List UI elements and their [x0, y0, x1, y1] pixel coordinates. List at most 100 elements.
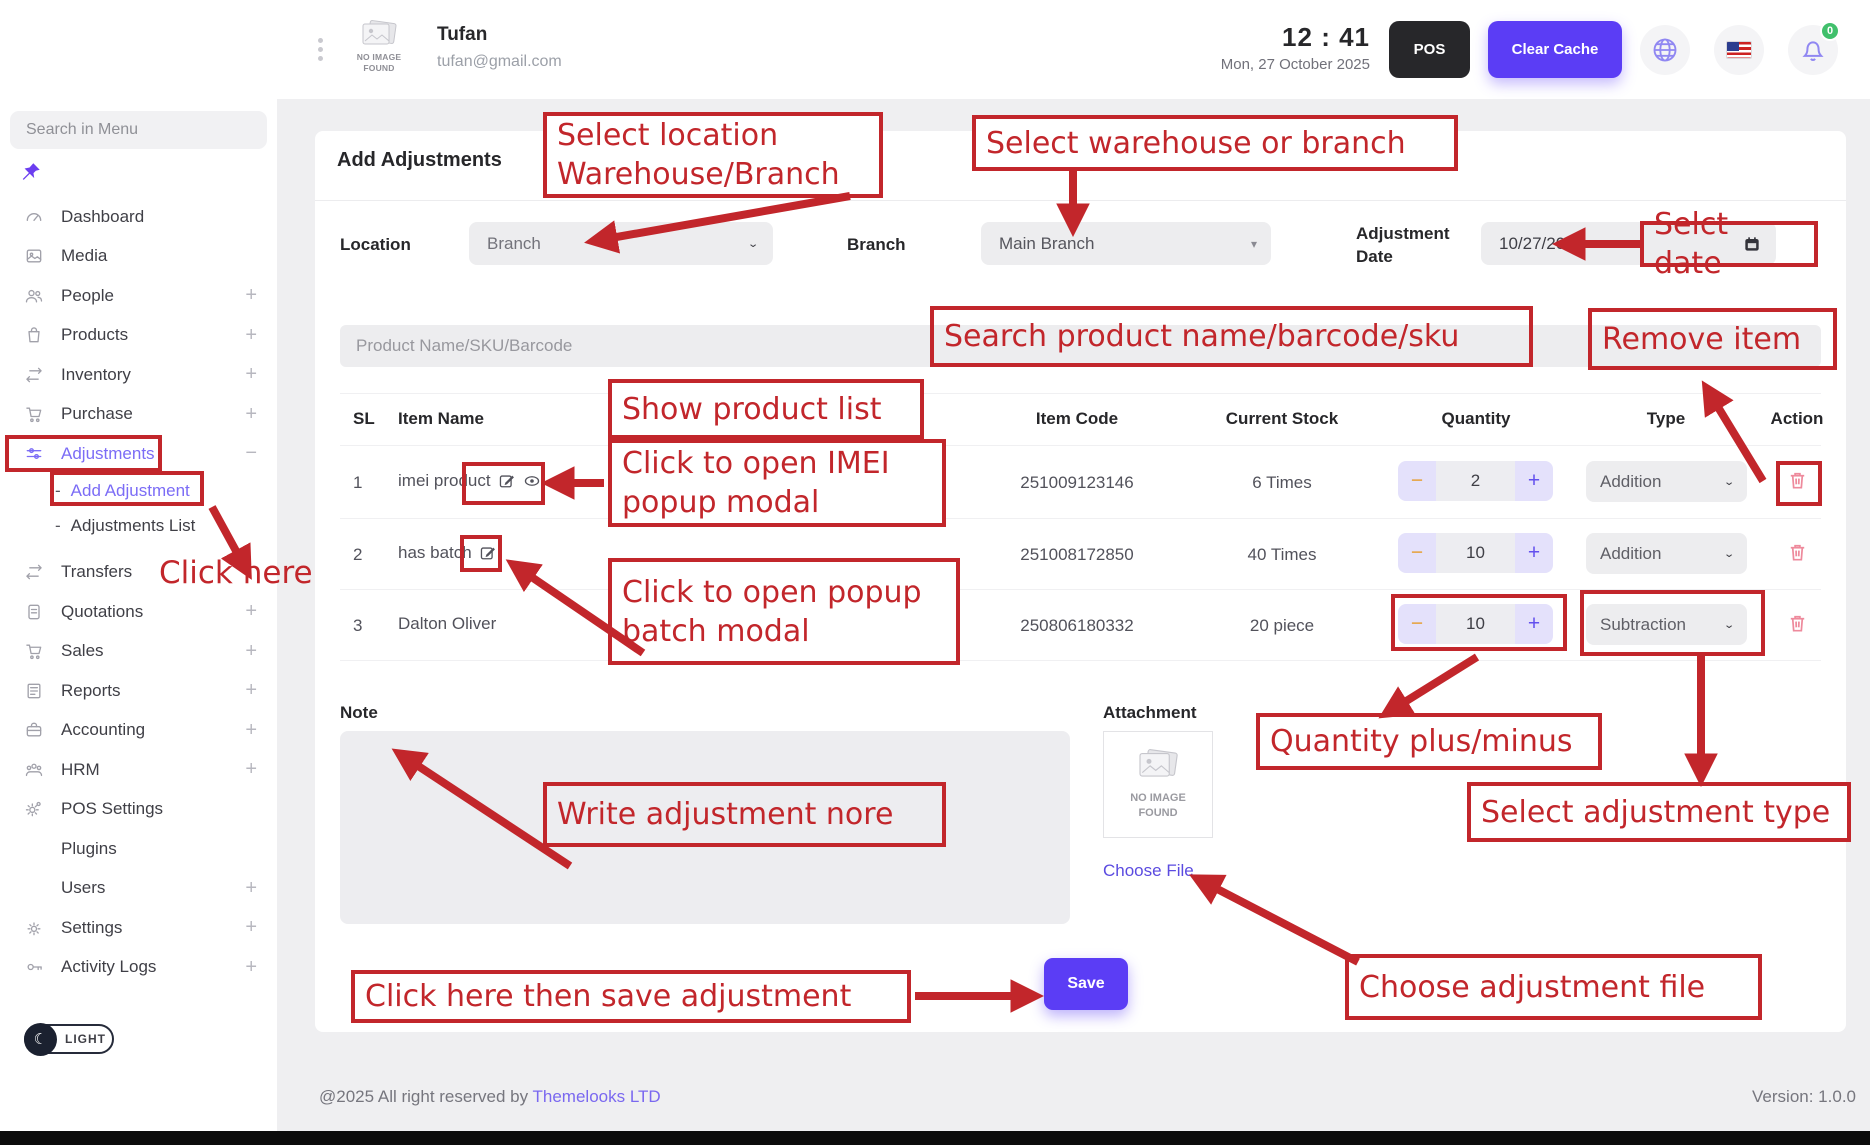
- quantity-value[interactable]: 2: [1436, 461, 1515, 501]
- sidebar-item-adjustments-list[interactable]: - Adjustments List: [55, 516, 196, 535]
- adjustment-date-label: Adjustment Date: [1356, 224, 1450, 266]
- current-stock: 6 Times: [1252, 473, 1312, 492]
- sidebar-item-media[interactable]: Media: [0, 237, 277, 277]
- edit-icon[interactable]: [479, 544, 497, 562]
- annotation-select-warehouse: Select warehouse or branch: [972, 115, 1458, 171]
- language-globe-button[interactable]: [1640, 25, 1690, 75]
- divider: [340, 393, 1821, 394]
- annotation-write-note: Write adjustment nore: [543, 782, 946, 847]
- avatar-placeholder-text: NO IMAGE: [356, 52, 402, 62]
- divider: [340, 445, 1821, 446]
- sidebar-item-accounting[interactable]: Accounting +: [0, 711, 277, 751]
- delete-row-button[interactable]: [1774, 612, 1820, 635]
- plus-button[interactable]: +: [1515, 461, 1553, 501]
- sidebar-item-activity-logs[interactable]: Activity Logs +: [0, 948, 277, 988]
- clear-cache-button[interactable]: Clear Cache: [1488, 21, 1622, 78]
- sidebar-item-add-adjustment[interactable]: - Add Adjustment: [55, 481, 190, 500]
- choose-file-link[interactable]: Choose File: [1103, 861, 1194, 880]
- annotation-quantity-plusminus: Quantity plus/minus: [1256, 713, 1602, 770]
- minus-button[interactable]: −: [1398, 533, 1436, 573]
- sidebar-item-transfers[interactable]: Transfers: [0, 553, 277, 593]
- clock-date: Mon, 27 October 2025: [1220, 56, 1370, 73]
- annotation-imei-modal: Click to open IMEI popup modal: [608, 439, 946, 527]
- save-button[interactable]: Save: [1044, 958, 1128, 1010]
- sidebar-item-purchase[interactable]: Purchase +: [0, 395, 277, 435]
- add-adjustments-card: Add Adjustments Location Branch ⌄ Branch…: [315, 131, 1846, 1032]
- report-icon: [22, 679, 46, 703]
- quantity-stepper: − 2 +: [1398, 461, 1553, 501]
- quantity-stepper: − 10 +: [1398, 604, 1553, 644]
- current-stock: 20 piece: [1249, 616, 1315, 635]
- divider: [340, 589, 1821, 590]
- eye-icon[interactable]: [523, 472, 541, 490]
- plus-button[interactable]: +: [1515, 604, 1553, 644]
- annotation-box-row1-icons: [462, 462, 545, 505]
- type-select[interactable]: Addition ⌄: [1586, 461, 1747, 502]
- pos-button[interactable]: POS: [1389, 21, 1470, 78]
- sidebar-item-reports[interactable]: Reports +: [0, 671, 277, 711]
- minus-button[interactable]: −: [1398, 461, 1436, 501]
- sidebar-item-quotations[interactable]: Quotations +: [0, 592, 277, 632]
- annotation-box-row3-qty: [1391, 594, 1567, 651]
- branch-select[interactable]: Main Branch ▾: [981, 222, 1271, 265]
- sidebar-item-people[interactable]: People +: [0, 276, 277, 316]
- sidebar-item-pos-settings[interactable]: POS Settings: [0, 790, 277, 830]
- document-icon: [22, 600, 46, 624]
- pin-icon[interactable]: [20, 161, 42, 188]
- edit-icon[interactable]: [498, 472, 516, 490]
- annotation-click-save: Click here then save adjustment: [351, 970, 911, 1023]
- annotation-click-here: Click here: [159, 555, 313, 591]
- sidebar-item-adjustments[interactable]: Adjustments −: [0, 434, 277, 474]
- delete-row-button[interactable]: [1774, 541, 1820, 564]
- annotation-select-adjustment-type: Select adjustment type: [1467, 782, 1851, 842]
- clock-time: 12 : 41: [1282, 22, 1370, 52]
- type-select[interactable]: Subtraction ⌄: [1586, 604, 1747, 645]
- sidebar-item-users[interactable]: Users +: [0, 869, 277, 909]
- annotation-box-adjustments: [5, 435, 162, 472]
- col-item-name: Item Name: [398, 409, 484, 428]
- item-code: 251008172850: [1020, 545, 1134, 564]
- trash-icon: [1790, 472, 1804, 489]
- note-label: Note: [340, 703, 378, 722]
- col-sl: SL: [353, 409, 375, 428]
- annotation-box-row2-icon: [460, 535, 502, 572]
- sidebar-item-dashboard[interactable]: Dashboard: [0, 197, 277, 237]
- row-sl: 3: [353, 616, 363, 635]
- col-current-stock: Current Stock: [1225, 409, 1339, 428]
- current-stock: 40 Times: [1247, 545, 1317, 564]
- type-select[interactable]: Addition ⌄: [1586, 533, 1747, 574]
- locale-flag-button[interactable]: [1714, 25, 1764, 75]
- delete-row-button[interactable]: [1774, 469, 1820, 492]
- sidebar-item-inventory[interactable]: Inventory +: [0, 355, 277, 395]
- sidebar-item-products[interactable]: Products +: [0, 316, 277, 356]
- user-email: tufan@gmail.com: [437, 53, 562, 70]
- location-select[interactable]: Branch ⌄: [469, 222, 773, 265]
- minus-button[interactable]: −: [1398, 604, 1436, 644]
- sidebar-item-sales[interactable]: Sales +: [0, 632, 277, 672]
- sidebar-item-plugins[interactable]: Plugins: [0, 829, 277, 869]
- row-name-cell: Dalton Oliver: [398, 614, 496, 634]
- table-row: 1 imei product 251009123146 6 Times − 2 …: [340, 445, 1821, 518]
- sidebar-item-settings[interactable]: Settings +: [0, 908, 277, 948]
- divider: [340, 660, 1821, 661]
- product-search-input[interactable]: [340, 325, 1821, 367]
- row-name-cell: has batch: [398, 543, 497, 563]
- col-quantity: Quantity: [1441, 409, 1511, 428]
- quantity-stepper: − 10 +: [1398, 533, 1553, 573]
- quantity-value[interactable]: 10: [1436, 533, 1515, 573]
- user-name: Tufan: [437, 24, 488, 45]
- quantity-value[interactable]: 10: [1436, 604, 1515, 644]
- menu-search-input[interactable]: [10, 111, 267, 149]
- user-avatar[interactable]: NO IMAGE FOUND: [350, 20, 408, 80]
- drag-handle-icon[interactable]: [318, 38, 323, 43]
- sidebar-item-hrm[interactable]: HRM +: [0, 750, 277, 790]
- copyright-text: @2025 All right reserved by Themelooks L…: [319, 1087, 661, 1106]
- plus-button[interactable]: +: [1515, 533, 1553, 573]
- theme-toggle[interactable]: ☾ LIGHT: [24, 1022, 114, 1056]
- themelooks-link[interactable]: Themelooks LTD: [532, 1087, 661, 1106]
- notifications-button[interactable]: 0: [1788, 21, 1840, 75]
- row-sl: 2: [353, 545, 363, 564]
- attachment-preview: NO IMAGE FOUND: [1103, 731, 1213, 838]
- branch-label: Branch: [847, 235, 906, 254]
- col-item-code: Item Code: [1035, 409, 1119, 428]
